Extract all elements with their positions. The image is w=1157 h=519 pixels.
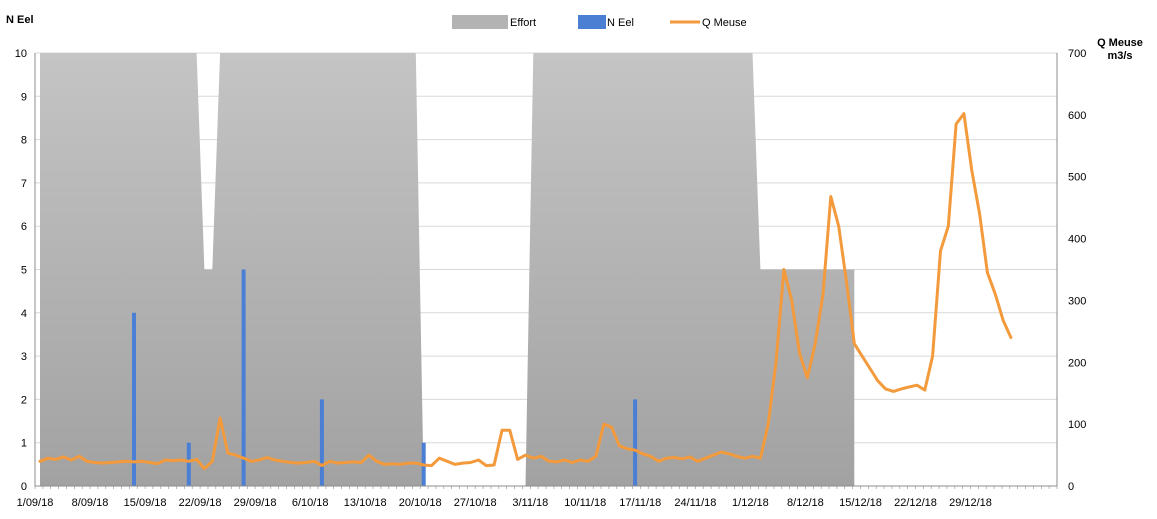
- y-right-tick-label: 300: [1068, 295, 1086, 307]
- legend-label: Effort: [510, 17, 536, 29]
- y-right-tick-label: 0: [1068, 481, 1074, 493]
- y-left-tick-label: 5: [21, 265, 27, 277]
- y-left-tick-label: 8: [21, 135, 27, 147]
- y-left-tick-label: 2: [21, 394, 27, 406]
- x-tick-label: 29/09/18: [234, 497, 277, 509]
- axes: 01234567891001002003004005006007001/09/1…: [15, 48, 1087, 509]
- legend-swatch-effort: [452, 15, 508, 29]
- x-tick-label: 22/12/18: [894, 497, 937, 509]
- y-left-tick-label: 7: [21, 178, 27, 190]
- n-eel-bar: [319, 399, 324, 486]
- x-tick-label: 1/12/18: [732, 497, 769, 509]
- n-eel-bar: [241, 269, 246, 486]
- legend-label: N Eel: [607, 17, 634, 29]
- n-eel-bar: [633, 399, 638, 486]
- y-left-axis-title: N Eel: [6, 14, 34, 26]
- y-right-tick-label: 200: [1068, 357, 1086, 369]
- x-tick-label: 15/12/18: [839, 497, 882, 509]
- x-tick-label: 13/10/18: [344, 497, 387, 509]
- y-left-tick-label: 1: [21, 438, 27, 450]
- legend-label: Q Meuse: [702, 17, 747, 29]
- x-tick-label: 17/11/18: [619, 497, 661, 509]
- n-eel-bar: [186, 442, 191, 486]
- y-right-axis-title-line1: Q Meuse: [1097, 37, 1143, 49]
- y-left-tick-label: 3: [21, 351, 27, 363]
- legend: Effort N Eel Q Meuse: [452, 15, 747, 29]
- q-meuse-line: [38, 112, 1013, 471]
- q-meuse-line-layer: [38, 112, 1013, 471]
- legend-swatch-n-eel: [578, 15, 606, 29]
- x-tick-label: 29/12/18: [949, 497, 992, 509]
- x-tick-label: 8/12/18: [787, 497, 824, 509]
- y-right-axis-title-line2: m3/s: [1107, 50, 1132, 62]
- x-tick-label: 27/10/18: [454, 497, 497, 509]
- x-tick-label: 1/09/18: [17, 497, 54, 509]
- x-tick-label: 24/11/18: [674, 497, 716, 509]
- x-tick-label: 6/10/18: [292, 497, 329, 509]
- y-left-tick-label: 0: [21, 481, 27, 493]
- y-left-tick-label: 10: [15, 48, 27, 60]
- n-eel-bar: [132, 312, 136, 486]
- x-tick-label: 3/11/18: [512, 497, 548, 509]
- x-tick-label: 20/10/18: [399, 497, 442, 509]
- y-right-tick-label: 100: [1068, 419, 1086, 431]
- y-right-tick-label: 700: [1068, 48, 1086, 60]
- x-tick-label: 10/11/18: [564, 497, 606, 509]
- y-right-tick-label: 500: [1068, 172, 1086, 184]
- x-tick-label: 22/09/18: [179, 497, 222, 509]
- y-right-tick-label: 400: [1068, 234, 1086, 246]
- y-right-tick-label: 600: [1068, 110, 1086, 122]
- y-left-tick-label: 4: [21, 308, 27, 320]
- y-left-tick-label: 6: [21, 221, 27, 233]
- y-left-tick-label: 9: [21, 91, 27, 103]
- x-tick-label: 8/09/18: [72, 497, 109, 509]
- x-tick-label: 15/09/18: [124, 497, 167, 509]
